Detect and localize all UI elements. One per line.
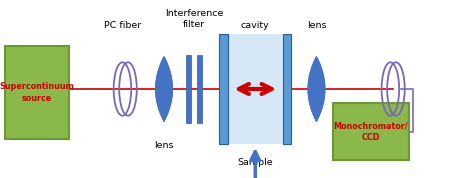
Text: cavity: cavity xyxy=(241,21,269,30)
Text: lens: lens xyxy=(307,21,326,30)
Bar xyxy=(283,34,291,144)
Text: Sample: Sample xyxy=(237,158,273,167)
Text: Monochromator/
CCD: Monochromator/ CCD xyxy=(334,121,408,142)
Bar xyxy=(186,55,191,123)
FancyBboxPatch shape xyxy=(5,46,69,139)
Bar xyxy=(219,34,228,144)
Text: lens: lens xyxy=(154,140,174,150)
Text: PC fiber: PC fiber xyxy=(104,21,141,30)
Polygon shape xyxy=(308,57,325,121)
Text: Supercontinuum
source: Supercontinuum source xyxy=(0,82,74,103)
Text: Interference
filter: Interference filter xyxy=(165,9,223,29)
FancyBboxPatch shape xyxy=(333,103,409,160)
Bar xyxy=(228,34,283,144)
Polygon shape xyxy=(156,57,172,121)
Bar xyxy=(197,55,202,123)
